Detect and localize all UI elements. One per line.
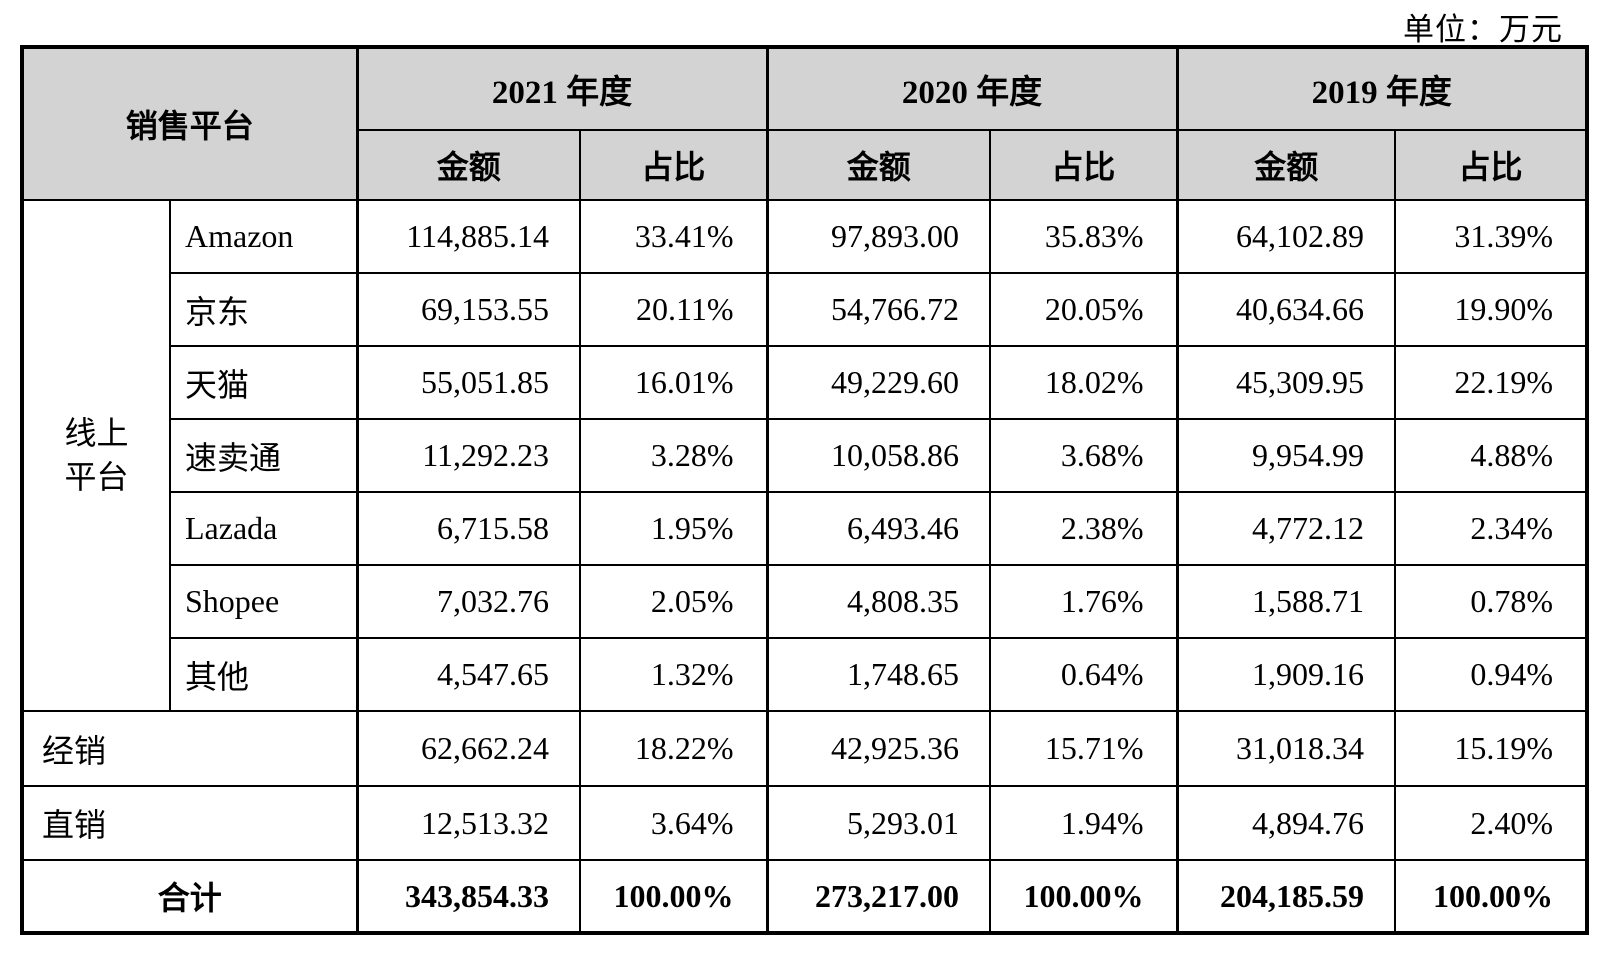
amount-cell: 1,748.65 [765,637,991,712]
platform-label: 其他 [169,637,358,712]
amount-cell: 62,662.24 [355,710,581,787]
ratio-cell: 3.28% [579,418,768,493]
ratio-cell: 3.68% [989,418,1178,493]
table-row-amazon: 线上 平台 Amazon 114,885.14 33.41% 97,893.00 … [21,199,1588,712]
header-amount-2019: 金额 [1175,129,1396,201]
amount-cell: 55,051.85 [355,345,581,420]
amount-cell: 4,808.35 [765,564,991,639]
ratio-cell: 1.94% [989,785,1178,861]
amount-cell: 11,292.23 [355,418,581,493]
ratio-cell: 2.40% [1394,785,1588,861]
total-amount-cell: 343,854.33 [355,859,581,934]
ratio-cell: 1.95% [579,491,768,566]
amount-cell: 5,293.01 [765,785,991,861]
group-label-line1: 线上 [64,415,129,452]
platform-label: Lazada [169,491,358,566]
ratio-cell: 1.76% [989,564,1178,639]
amount-cell: 4,772.12 [1175,491,1396,566]
amount-cell: 10,058.86 [765,418,991,493]
table-row-direct-sales: 直销 12,513.32 3.64% 5,293.01 1.94% 4,894.… [21,785,1588,861]
platform-label: Amazon [169,199,358,274]
platform-label: 京东 [169,272,358,347]
amount-cell: 64,102.89 [1175,199,1396,274]
table-row-tmall: 天猫 55,051.85 16.01% 49,229.60 18.02% 45,… [22,345,1588,420]
channel-label: 经销 [21,710,358,787]
ratio-cell: 18.22% [579,710,768,787]
header-year-2020: 2020 年度 [765,46,1178,131]
total-amount-cell: 204,185.59 [1175,859,1396,934]
amount-cell: 4,547.65 [355,637,581,712]
ratio-cell: 0.78% [1394,564,1588,639]
total-ratio-cell: 100.00% [989,859,1178,934]
amount-cell: 69,153.55 [355,272,581,347]
table-row-total: 合计 343,854.33 100.00% 273,217.00 100.00%… [21,859,1588,934]
amount-cell: 4,894.76 [1175,785,1396,861]
table-row-shopee: Shopee 7,032.76 2.05% 4,808.35 1.76% 1,5… [22,564,1588,639]
ratio-cell: 20.05% [989,272,1178,347]
group-label-line2: 平台 [64,458,129,495]
amount-cell: 12,513.32 [355,785,581,861]
sales-platform-table: 销售平台 2021 年度 2020 年度 2019 年度 金额 占比 金额 占比… [20,45,1589,935]
ratio-cell: 1.32% [579,637,768,712]
ratio-cell: 2.05% [579,564,768,639]
table-row-distribution: 经销 62,662.24 18.22% 42,925.36 15.71% 31,… [21,710,1588,787]
amount-cell: 54,766.72 [765,272,991,347]
header-ratio-2020: 占比 [989,129,1178,201]
ratio-cell: 22.19% [1394,345,1588,420]
header-year-2021: 2021 年度 [355,46,768,131]
total-ratio-cell: 100.00% [1394,859,1588,934]
amount-cell: 42,925.36 [765,710,991,787]
amount-cell: 49,229.60 [765,345,991,420]
amount-cell: 6,493.46 [765,491,991,566]
header-amount-2020: 金额 [765,129,991,201]
platform-label: 速卖通 [169,418,358,493]
table-row-aliexpress: 速卖通 11,292.23 3.28% 10,058.86 3.68% 9,95… [22,418,1588,493]
ratio-cell: 19.90% [1394,272,1588,347]
header-year-2019: 2019 年度 [1175,46,1588,131]
table-row-other: 其他 4,547.65 1.32% 1,748.65 0.64% 1,909.1… [22,637,1588,712]
ratio-cell: 0.64% [989,637,1178,712]
header-ratio-2021: 占比 [579,129,768,201]
amount-cell: 1,909.16 [1175,637,1396,712]
unit-label: 单位：万元 [1403,12,1563,47]
header-row-metrics: 金额 占比 金额 占比 金额 占比 [22,129,1588,201]
ratio-cell: 2.38% [989,491,1178,566]
table-row-jd: 京东 69,153.55 20.11% 54,766.72 20.05% 40,… [22,272,1588,347]
ratio-cell: 16.01% [579,345,768,420]
amount-cell: 97,893.00 [765,199,991,274]
amount-cell: 7,032.76 [355,564,581,639]
amount-cell: 45,309.95 [1175,345,1396,420]
channel-label: 直销 [21,785,358,861]
ratio-cell: 33.41% [579,199,768,274]
ratio-cell: 31.39% [1394,199,1588,274]
ratio-cell: 15.71% [989,710,1178,787]
amount-cell: 9,954.99 [1175,418,1396,493]
header-ratio-2019: 占比 [1394,129,1588,201]
platform-label: Shopee [169,564,358,639]
amount-cell: 114,885.14 [355,199,581,274]
ratio-cell: 15.19% [1394,710,1588,787]
ratio-cell: 3.64% [579,785,768,861]
ratio-cell: 18.02% [989,345,1178,420]
ratio-cell: 0.94% [1394,637,1588,712]
total-ratio-cell: 100.00% [579,859,768,934]
amount-cell: 6,715.58 [355,491,581,566]
amount-cell: 40,634.66 [1175,272,1396,347]
total-label: 合计 [21,859,358,934]
amount-cell: 1,588.71 [1175,564,1396,639]
ratio-cell: 35.83% [989,199,1178,274]
ratio-cell: 2.34% [1394,491,1588,566]
header-amount-2021: 金额 [355,129,581,201]
total-amount-cell: 273,217.00 [765,859,991,934]
table-row-lazada: Lazada 6,715.58 1.95% 6,493.46 2.38% 4,7… [22,491,1588,566]
header-row-years: 销售平台 2021 年度 2020 年度 2019 年度 [21,46,1588,201]
header-platform: 销售平台 [21,46,358,201]
platform-label: 天猫 [169,345,358,420]
group-label-online: 线上 平台 [21,199,171,712]
ratio-cell: 4.88% [1394,418,1588,493]
amount-cell: 31,018.34 [1175,710,1396,787]
ratio-cell: 20.11% [579,272,768,347]
